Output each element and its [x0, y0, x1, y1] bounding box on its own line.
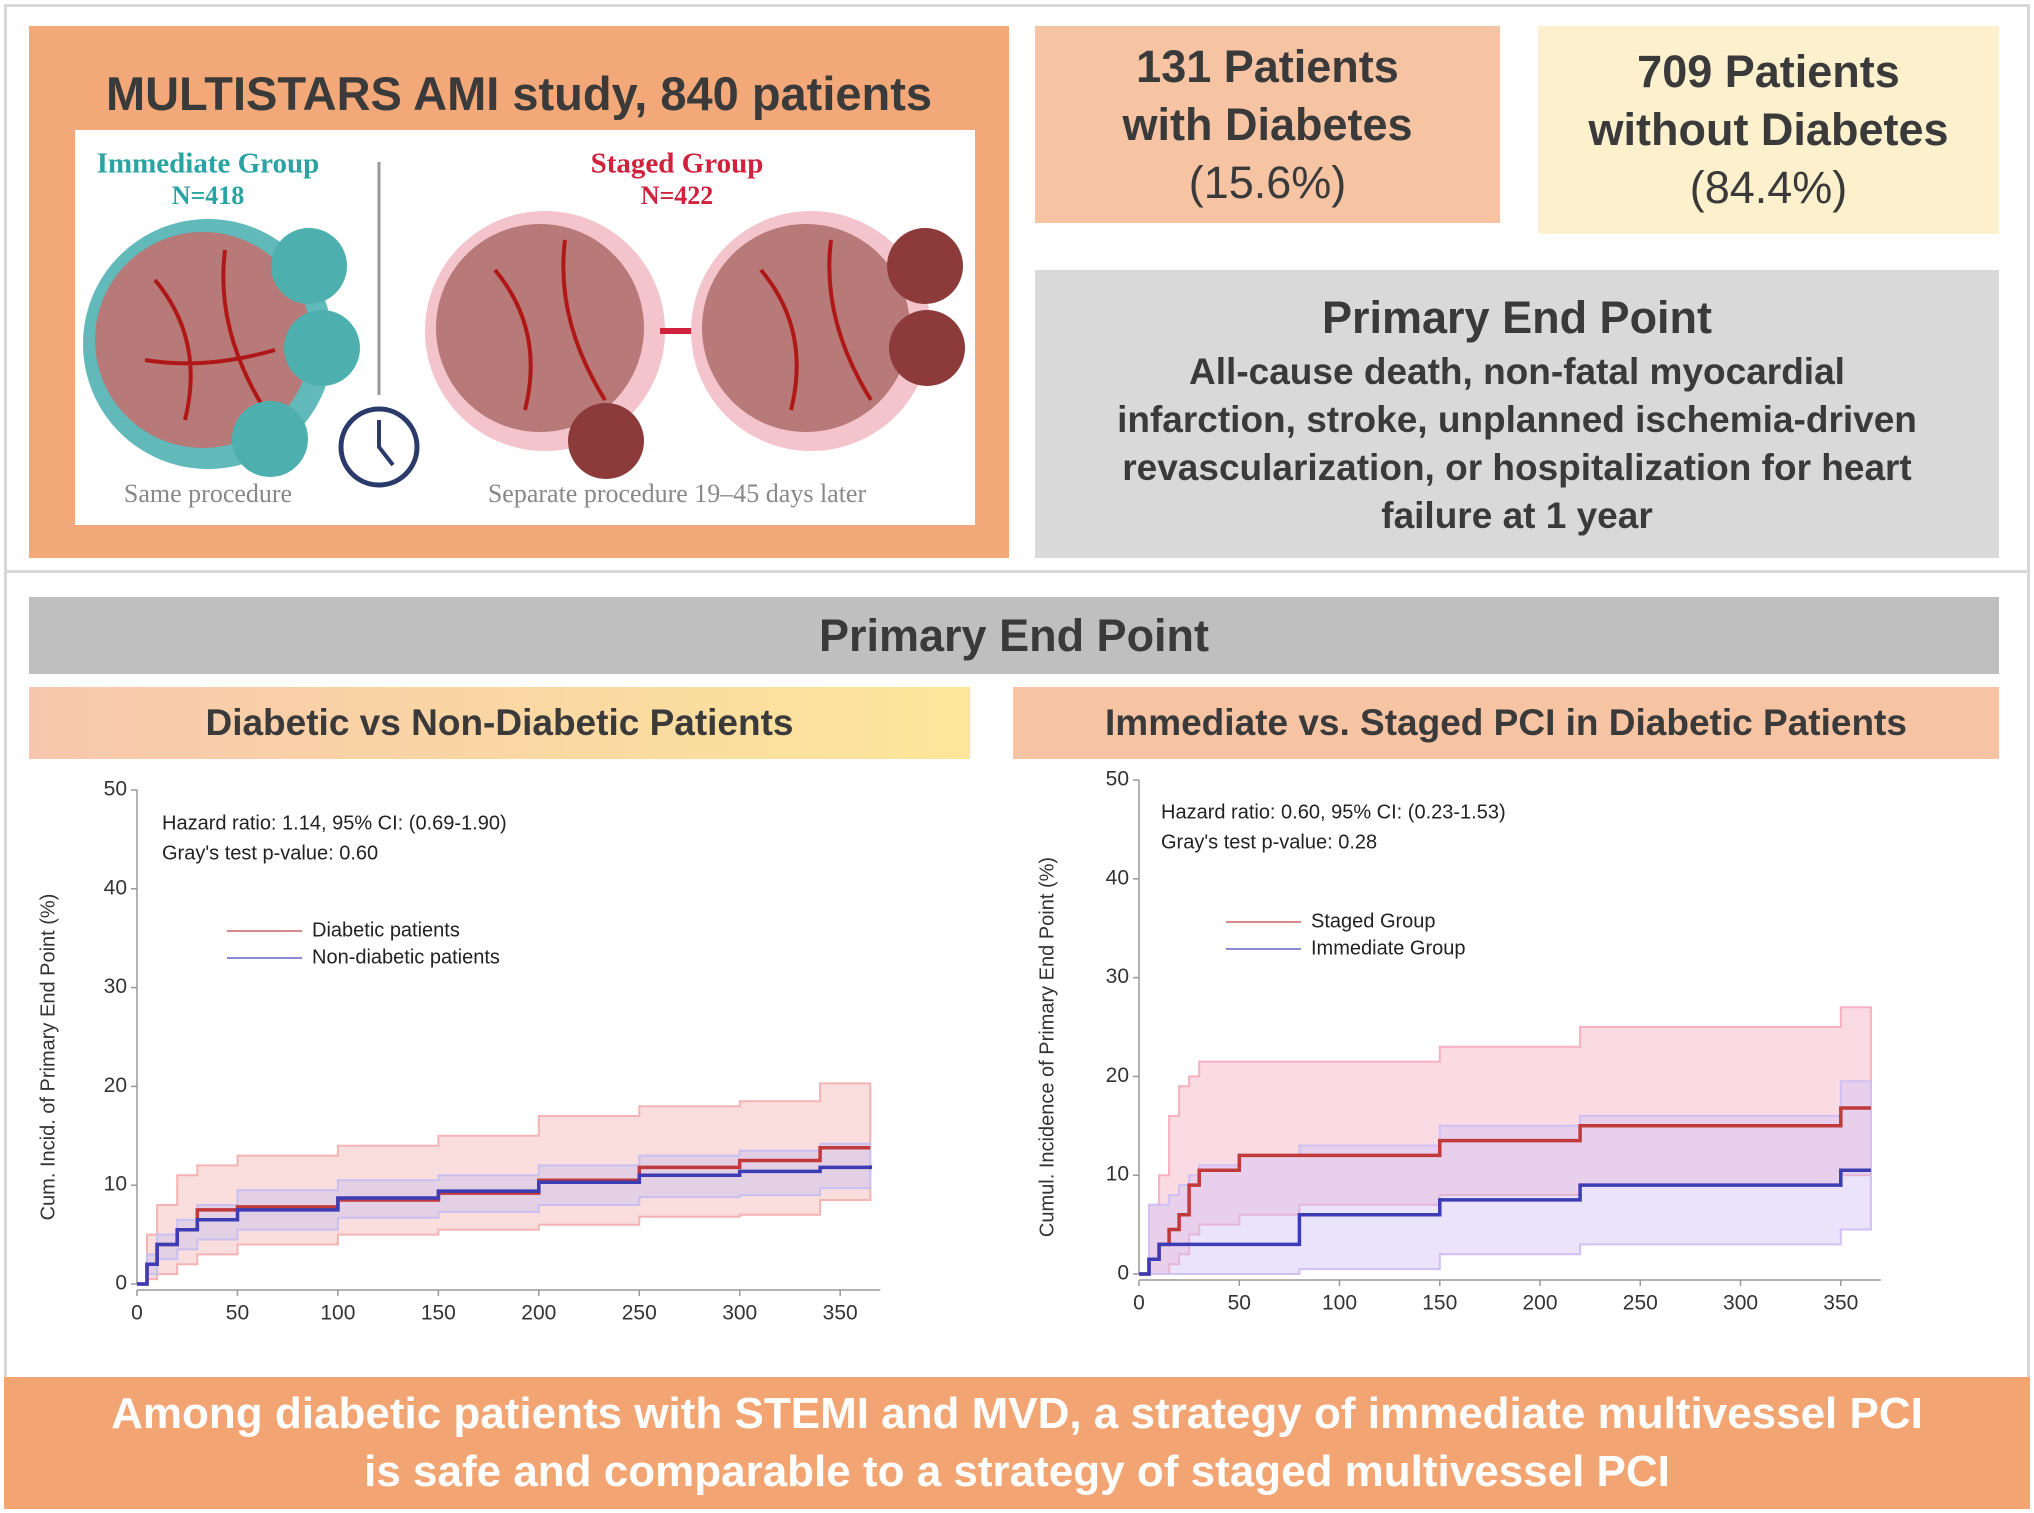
step-line — [137, 1165, 873, 1286]
endpoint-line: infarction, stroke, unplanned ischemia-d… — [1117, 399, 1917, 440]
conclusion-line: Among diabetic patients with STEMI and M… — [111, 1389, 1923, 1438]
x-tick-label: 300 — [722, 1302, 757, 1325]
conclusion: Among diabetic patients with STEMI and M… — [4, 1377, 2030, 1509]
y-tick-label: 50 — [104, 778, 127, 801]
annotation: Gray's test p-value: 0.60 — [162, 842, 378, 864]
y-tick-label: 20 — [1106, 1064, 1129, 1087]
x-tick-label: 350 — [823, 1302, 858, 1325]
box-line: 709 Patients — [1637, 46, 1900, 97]
heart — [436, 224, 644, 432]
y-axis-label: Cum. Incid. of Primary End Point (%) — [37, 894, 59, 1221]
diabetes-box: 131 Patients with Diabetes (15.6%) — [1035, 26, 1500, 223]
chart: 0 10 20 30 40 50 0 50 100 150 200 250 300 350 Cumul. I… — [1036, 768, 1881, 1315]
artery — [759, 239, 873, 411]
group-label: Staged Group — [591, 148, 764, 180]
x-tick-label: 250 — [1623, 1292, 1658, 1315]
annotation: Hazard ratio: 0.60, 95% CI: (0.23-1.53) — [1161, 801, 1506, 823]
x-tick-label: 300 — [1723, 1292, 1758, 1315]
x-tick-label: 50 — [1228, 1292, 1251, 1315]
y-tick-label: 0 — [115, 1272, 127, 1295]
group-n: N=422 — [641, 181, 714, 210]
section-title: Primary End Point — [29, 597, 1999, 674]
stent-view — [271, 228, 347, 304]
endpoint-box: Primary End Point All-cause death, non-f… — [1035, 270, 1999, 558]
artery — [144, 249, 276, 421]
no-diabetes-box: 709 Patients without Diabetes (84.4%) — [1538, 26, 1999, 234]
legend-label: Non-diabetic patients — [312, 946, 500, 968]
stent-view — [889, 310, 965, 386]
legend-label: Staged Group — [1311, 910, 1436, 932]
x-tick-label: 0 — [1133, 1292, 1145, 1315]
y-tick-label: 20 — [104, 1074, 127, 1097]
caption: Separate procedure 19–45 days later — [488, 479, 867, 508]
artery — [493, 239, 607, 411]
stent-view — [568, 403, 644, 479]
group-label: Immediate Group — [97, 148, 320, 180]
study-box: MULTISTARS AMI study, 840 patients Immed… — [29, 26, 1009, 558]
x-tick-label: 0 — [131, 1302, 143, 1325]
chart-title: Diabetic vs Non-Diabetic Patients — [29, 687, 970, 759]
endpoint-line: failure at 1 year — [1381, 495, 1653, 536]
step-line — [1139, 1168, 1871, 1276]
x-tick-label: 100 — [1322, 1292, 1357, 1315]
divider — [4, 570, 2030, 573]
y-tick-label: 10 — [1106, 1163, 1129, 1186]
box-line: without Diabetes — [1588, 104, 1949, 155]
endpoint-line: All-cause death, non-fatal myocardial — [1189, 351, 1845, 392]
x-tick-label: 200 — [521, 1302, 556, 1325]
y-tick-label: 10 — [104, 1173, 127, 1196]
confidence-band — [1139, 1080, 1872, 1275]
y-tick-label: 40 — [1106, 866, 1129, 889]
stent-view — [232, 401, 308, 477]
conclusion-line: is safe and comparable to a strategy of … — [364, 1447, 1670, 1496]
group-n: N=418 — [172, 181, 245, 210]
annotation: Hazard ratio: 1.14, 95% CI: (0.69-1.90) — [162, 812, 507, 834]
x-tick-label: 200 — [1523, 1292, 1558, 1315]
y-axis-label: Cumul. Incidence of Primary End Point (%… — [1036, 857, 1058, 1237]
x-tick-label: 350 — [1823, 1292, 1858, 1315]
x-tick-label: 250 — [622, 1302, 657, 1325]
box-line: with Diabetes — [1122, 98, 1413, 150]
box-percent: (84.4%) — [1689, 162, 1848, 213]
endpoint-line: revascularization, or hospitalization fo… — [1122, 447, 1912, 488]
box-percent: (15.6%) — [1188, 156, 1347, 208]
legend-label: Immediate Group — [1311, 937, 1466, 959]
chart: 0 10 20 30 40 50 0 50 100 150 200 250 300 350 Cum. Inc… — [37, 778, 881, 1325]
stent-view — [887, 228, 963, 304]
x-tick-label: 150 — [421, 1302, 456, 1325]
box-line: 131 Patients — [1136, 40, 1399, 92]
heart — [702, 224, 910, 432]
y-tick-label: 30 — [104, 975, 127, 998]
clock-hands — [377, 420, 395, 467]
endpoint-title: Primary End Point — [1321, 292, 1713, 343]
illustration: Immediate Group N=418 Staged Group N=422… — [75, 130, 975, 525]
y-tick-label: 30 — [1106, 965, 1129, 988]
x-tick-label: 50 — [226, 1302, 249, 1325]
caption: Same procedure — [124, 479, 292, 508]
study-title: MULTISTARS AMI study, 840 patients — [105, 67, 933, 120]
y-tick-label: 50 — [1106, 768, 1129, 791]
y-tick-label: 40 — [104, 876, 127, 899]
annotation: Gray's test p-value: 0.28 — [1161, 831, 1377, 853]
stent-view — [284, 310, 360, 386]
y-tick-label: 0 — [1117, 1262, 1129, 1285]
x-tick-label: 150 — [1422, 1292, 1457, 1315]
legend-label: Diabetic patients — [312, 919, 460, 941]
x-tick-label: 100 — [320, 1302, 355, 1325]
chart-title: Immediate vs. Staged PCI in Diabetic Pat… — [1013, 687, 1999, 759]
